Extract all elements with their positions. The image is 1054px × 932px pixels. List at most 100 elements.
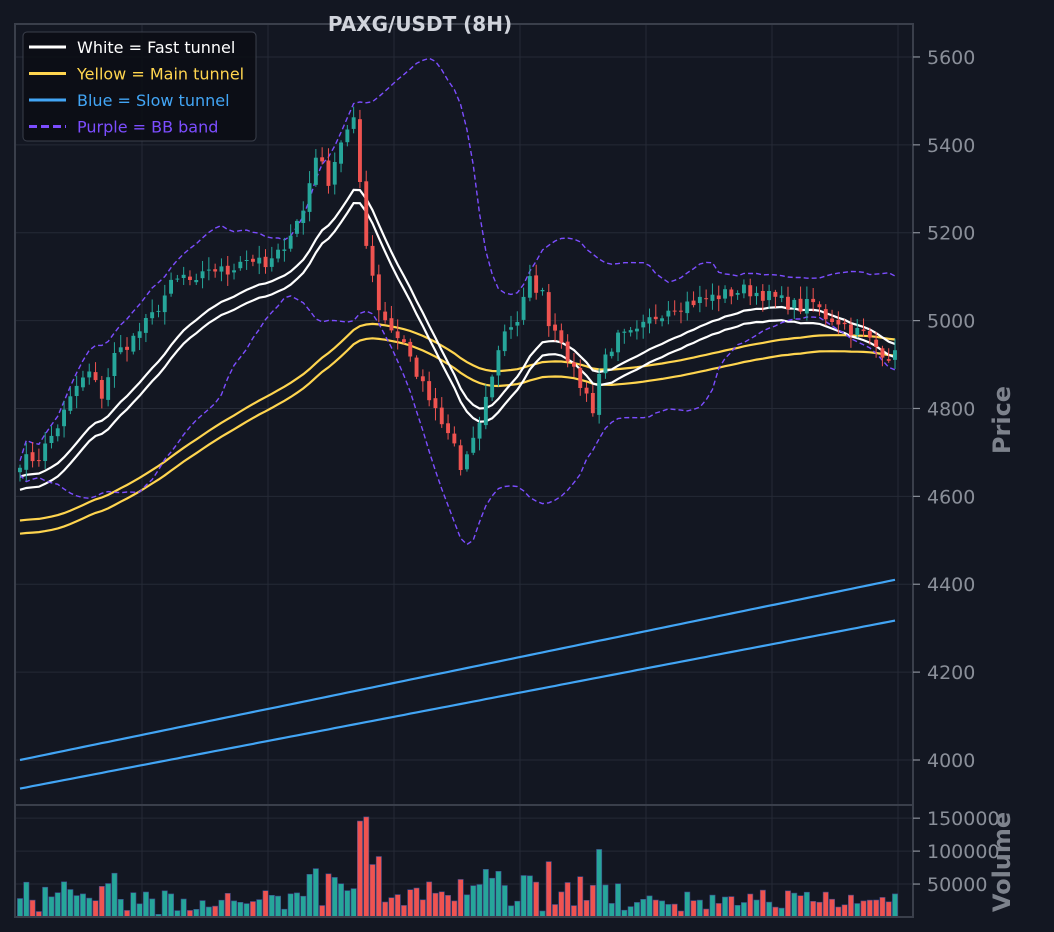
volume-bar — [338, 883, 344, 918]
volume-bar — [470, 885, 477, 918]
volume-bar — [325, 873, 332, 918]
volume-bar — [275, 895, 281, 918]
volume-bar — [621, 909, 628, 918]
volume-bar — [48, 896, 55, 918]
volume-bar — [451, 900, 458, 918]
candle-body — [358, 119, 362, 182]
volume-bar — [413, 887, 420, 918]
candle-body — [169, 279, 173, 294]
candle-body — [496, 350, 501, 376]
volume-bar — [722, 896, 729, 918]
price-tick-label: 4400 — [927, 574, 975, 596]
volume-bar — [363, 816, 370, 918]
volume-bar — [747, 893, 754, 918]
volume-bar — [382, 901, 389, 918]
volume-tick-label: 50000 — [927, 874, 987, 896]
candle-body — [597, 373, 602, 415]
chart-title: PAXG/USDT (8H) — [328, 12, 512, 36]
volume-bar — [143, 891, 149, 918]
volume-bar — [111, 872, 118, 918]
volume-bar — [709, 894, 716, 918]
volume-bar — [105, 883, 112, 918]
volume-bar — [696, 899, 703, 918]
fast-tunnel-lower — [19, 201, 896, 491]
volume-bar — [17, 898, 23, 918]
price-tick-label: 5600 — [927, 47, 975, 69]
candle-body — [150, 312, 155, 319]
candle-body — [823, 309, 828, 320]
volume-bar — [86, 897, 93, 918]
volume-bar — [224, 892, 231, 918]
candle-body — [200, 271, 205, 279]
volume-bar — [293, 892, 300, 918]
candle-body — [716, 295, 721, 300]
volume-bar — [501, 885, 508, 918]
volume-bar — [281, 908, 288, 918]
candle-body — [754, 292, 759, 297]
volume-bar — [80, 893, 86, 918]
candle-body — [729, 289, 734, 297]
candle-body — [263, 256, 268, 268]
volume-bar — [29, 899, 36, 918]
candle-body — [420, 376, 425, 382]
candle-body — [118, 347, 123, 353]
candle-body — [295, 220, 299, 234]
candlesticks — [18, 106, 897, 482]
candle-body — [402, 339, 406, 343]
volume-bar — [300, 895, 307, 918]
volume-bar — [375, 856, 382, 918]
volume-bar — [829, 898, 836, 918]
candle-body — [269, 258, 274, 267]
candle-body — [616, 332, 620, 353]
volume-bar — [495, 870, 502, 918]
volume-bar — [319, 905, 326, 918]
candle-body — [603, 354, 608, 374]
candle-body — [477, 423, 482, 439]
volume-bar — [212, 905, 219, 918]
volume-bar — [545, 861, 552, 918]
candle-body — [685, 301, 690, 314]
volume-bar — [306, 873, 313, 918]
candle-body — [238, 261, 243, 269]
candle-body — [546, 292, 551, 327]
volume-bar — [873, 899, 880, 918]
candle-body — [93, 372, 98, 381]
candle-body — [288, 235, 293, 249]
price-tick-label: 4000 — [927, 750, 975, 772]
candle-body — [849, 324, 853, 336]
volume-bar — [703, 908, 710, 918]
volume-bar — [520, 875, 527, 918]
volume-bar — [180, 898, 187, 918]
candle-body — [383, 311, 388, 321]
candle-body — [666, 310, 671, 317]
volume-bar — [665, 904, 672, 918]
price-tick-label: 4600 — [927, 486, 975, 508]
volume-bar — [243, 903, 250, 918]
volume-bar — [482, 868, 489, 918]
candle-body — [509, 327, 513, 330]
candle-body — [131, 335, 136, 352]
volume-bar — [268, 894, 275, 918]
volume-bar — [740, 902, 747, 918]
volume-bar — [835, 906, 842, 918]
price-tick-label: 5200 — [927, 223, 975, 245]
volume-bar — [608, 903, 615, 918]
candle-body — [112, 353, 117, 376]
candle-body — [798, 298, 803, 312]
candle-body — [861, 329, 866, 332]
volume-bar — [766, 901, 773, 918]
candle-body — [99, 380, 104, 399]
candle-body — [36, 460, 41, 462]
volume-bar — [388, 897, 395, 918]
volume-bar — [784, 890, 791, 918]
volume-bar — [659, 900, 666, 918]
volume-bar — [262, 890, 269, 918]
candle-body — [351, 117, 356, 129]
volume-bar — [570, 905, 577, 918]
candle-body — [282, 249, 287, 251]
candle-body — [345, 129, 350, 143]
candle-body — [452, 433, 457, 444]
candle-body — [414, 357, 419, 377]
volume-bar — [287, 893, 294, 918]
volume-bar — [161, 890, 168, 918]
